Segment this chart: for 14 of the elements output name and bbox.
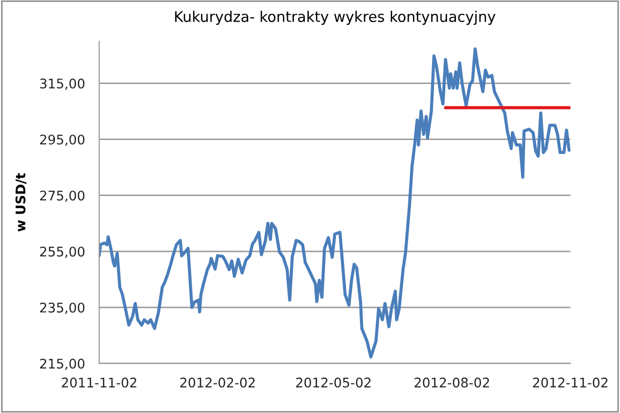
y-axis-title: w USD/t <box>15 173 27 232</box>
x-tick-label: 2011-11-02 <box>62 378 136 388</box>
line-series <box>99 47 570 359</box>
y-tick-label: 315,00 <box>40 78 84 90</box>
y-tick-label: 235,00 <box>40 302 84 314</box>
x-tick-label: 2012-05-02 <box>296 378 371 388</box>
x-tick-label: 2012-02-02 <box>180 378 255 388</box>
y-tick-label: 255,00 <box>40 246 84 258</box>
y-tick-label: 215,00 <box>40 358 84 370</box>
x-tick-label: 2012-08-02 <box>414 378 489 388</box>
chart-title: Kukurydza- kontrakty wykres kontynuacyjny <box>175 10 496 25</box>
x-tick-label: 2012-11-02 <box>533 378 608 388</box>
y-tick-label: 295,00 <box>40 134 84 146</box>
y-tick-label: 275,00 <box>40 190 84 202</box>
